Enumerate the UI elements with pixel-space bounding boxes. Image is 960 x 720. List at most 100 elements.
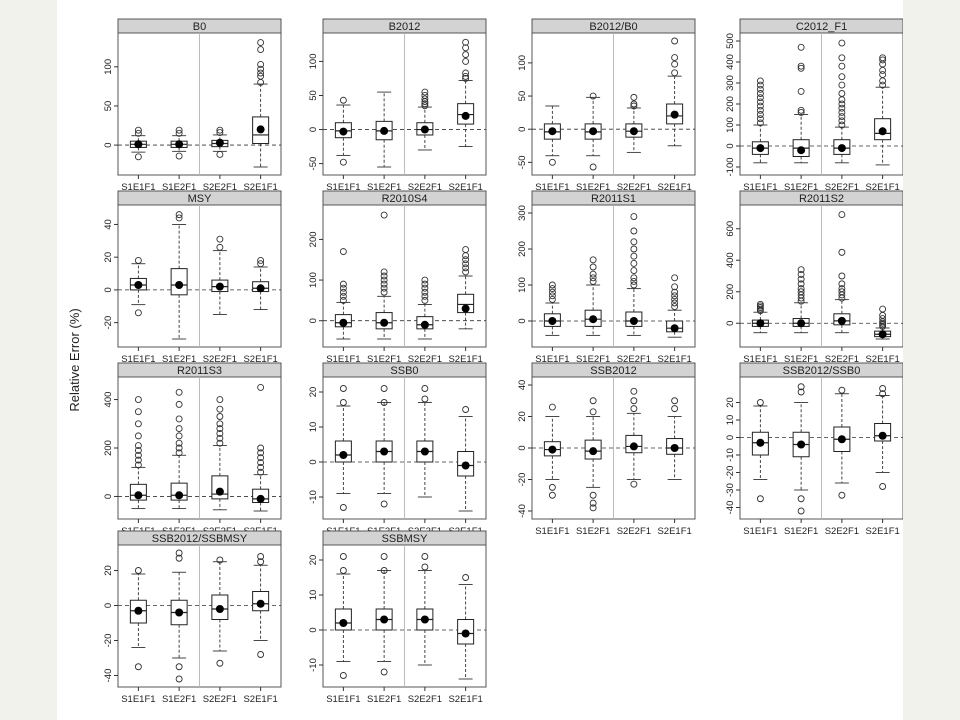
mean-point — [878, 431, 887, 440]
outlier-point — [838, 117, 846, 125]
outlier-point — [175, 152, 183, 160]
box — [170, 211, 188, 340]
box — [211, 235, 229, 315]
mean-point — [548, 445, 557, 454]
y-tick-label: 100 — [308, 54, 319, 70]
x-tick-label: S2E2F1 — [617, 354, 651, 365]
mean-point — [837, 144, 846, 153]
outlier-point — [257, 444, 265, 452]
panel-title: B2012 — [389, 21, 421, 33]
y-tick-label: 40 — [517, 380, 528, 391]
y-tick-label: 0 — [103, 494, 114, 499]
outlier-point — [838, 90, 846, 97]
outlier-point — [216, 659, 224, 667]
outlier-point — [380, 567, 388, 574]
y-tick-label: -10 — [308, 490, 319, 504]
outlier-point — [380, 553, 388, 560]
outlier-point — [838, 248, 846, 256]
y-tick-label: 0 — [308, 127, 319, 132]
box — [833, 211, 851, 334]
outlier-point — [421, 292, 429, 300]
outlier-point — [380, 272, 388, 280]
y-tick-label: 200 — [308, 231, 319, 247]
y-tick-label: -100 — [725, 157, 736, 176]
panel-title: R2011S1 — [591, 193, 636, 205]
outlier-point — [462, 268, 470, 276]
box — [457, 246, 475, 330]
y-tick-label: 100 — [725, 117, 736, 133]
outlier-point — [380, 276, 388, 284]
x-tick-label: S2E1F1 — [657, 182, 691, 193]
y-tick-label: 0 — [103, 142, 114, 147]
outlier-point — [879, 483, 887, 490]
box-iqr — [211, 475, 229, 500]
outlier-point — [462, 69, 470, 77]
y-tick-label: -50 — [308, 157, 319, 171]
mean-point — [670, 110, 679, 119]
mean-point — [339, 619, 348, 627]
box — [416, 276, 434, 340]
mean-point — [461, 304, 470, 313]
x-tick-label: S2E1F1 — [657, 354, 691, 365]
mean-point — [420, 320, 429, 329]
outlier-point — [879, 56, 887, 64]
panel-title: C2012_F1 — [796, 21, 847, 33]
box — [416, 553, 434, 666]
outlier-point — [838, 100, 846, 108]
outlier-point — [421, 102, 429, 110]
y-tick-label: 0 — [308, 459, 319, 464]
outlier-point — [756, 85, 764, 93]
outlier-point — [797, 495, 805, 503]
box — [252, 553, 270, 658]
box — [252, 383, 270, 512]
mean-point — [756, 319, 765, 328]
outlier-point — [630, 93, 638, 101]
outlier-point — [589, 408, 597, 416]
outlier-point — [838, 288, 846, 296]
x-tick-label: S2E2F1 — [617, 182, 651, 193]
box — [129, 396, 147, 510]
mean-point — [461, 629, 470, 638]
mean-point — [878, 330, 887, 339]
box — [170, 388, 188, 510]
outlier-point — [630, 387, 638, 395]
mean-point — [797, 440, 806, 449]
outlier-point — [756, 98, 764, 106]
outlier-point — [797, 288, 805, 296]
outlier-point — [838, 272, 846, 280]
panel-title: SSB0 — [390, 365, 418, 377]
panel: B0 0 50 100 S1E1F1 S1E2F1 S2E2F1 S2E1F1 — [103, 18, 282, 193]
outlier-point — [134, 446, 142, 454]
outlier-point — [175, 439, 183, 447]
y-tick-label: 300 — [725, 75, 736, 91]
y-tick-label: 0 — [725, 435, 736, 440]
box — [457, 38, 475, 148]
panel: R2011S2 0 200 400 600 S1E1F1 S1E2F1 S2E2F1 S2E1F… — [725, 190, 903, 365]
outlier-point — [630, 259, 638, 267]
outlier-point — [879, 305, 887, 313]
box — [457, 574, 475, 680]
panel-title: B0 — [193, 21, 206, 33]
box — [666, 397, 684, 480]
y-tick-label: -40 — [725, 501, 736, 515]
panel: MSY -20 0 20 40 S1E1F1 S1E2F1 S2E2F1 S2E1F1 — [103, 190, 282, 365]
box — [543, 403, 561, 499]
outlier-point — [630, 238, 638, 246]
outlier-point — [838, 104, 846, 112]
mean-point — [134, 491, 143, 500]
outlier-point — [380, 399, 388, 406]
y-tick-label: 20 — [517, 411, 528, 422]
outlier-point — [548, 158, 556, 166]
mean-point — [797, 146, 806, 155]
mean-point — [380, 318, 389, 327]
box — [751, 300, 769, 334]
y-tick-label: -20 — [103, 634, 114, 648]
outlier-point — [756, 115, 764, 123]
outlier-point — [548, 403, 556, 411]
panel: R2010S4 0 100 200 S1E1F1 S1E2F1 S2E2F1 S2E1F1 — [308, 190, 487, 365]
outlier-point — [175, 211, 183, 219]
outlier-point — [339, 284, 347, 292]
outlier-point — [421, 92, 429, 99]
outlier-point — [175, 432, 183, 440]
